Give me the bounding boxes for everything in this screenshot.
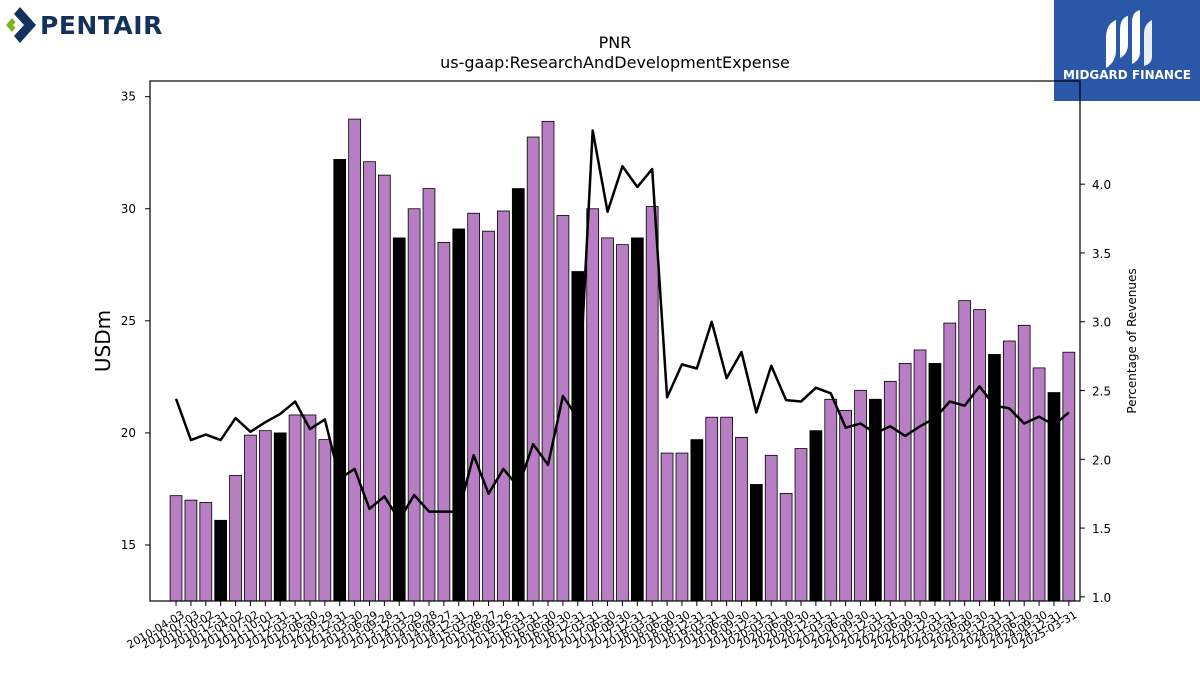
bar (482, 230, 495, 602)
bar (973, 309, 986, 602)
y2-tick-label: 3.0 (1092, 316, 1111, 330)
line-series (174, 129, 1070, 522)
bar (750, 484, 763, 602)
bar (988, 354, 1001, 602)
revenue-share-line (174, 129, 1070, 522)
bar (690, 439, 704, 602)
plot-frame (149, 80, 1081, 602)
bar (660, 452, 674, 602)
bar (363, 161, 376, 602)
pentair-logo: PENTAIR (4, 4, 163, 46)
y2-tick-label: 3.5 (1092, 247, 1111, 261)
bar (883, 380, 897, 602)
bar (1062, 351, 1076, 602)
bar (958, 300, 972, 602)
bar-series (169, 118, 1076, 602)
bar (839, 410, 852, 602)
pentair-wordmark: PENTAIR (40, 10, 163, 40)
bar (526, 136, 540, 602)
bar (1017, 324, 1031, 602)
bar (898, 363, 912, 602)
chart-title: PNR (599, 33, 632, 52)
bar (1032, 367, 1046, 602)
bar (288, 414, 302, 602)
bar (616, 244, 629, 602)
bar (407, 208, 421, 602)
y2-tick-label: 1.0 (1092, 591, 1111, 605)
bar (452, 228, 466, 602)
bar (1002, 340, 1016, 602)
chart-subtitle: us-gaap:ResearchAndDevelopmentExpense (440, 53, 790, 72)
bar (437, 241, 451, 602)
bar (318, 439, 332, 602)
y2-axis-label: Percentage of Revenues (1125, 268, 1139, 413)
y-tick-label: 25 (121, 314, 136, 328)
bar (422, 188, 436, 602)
bar (809, 430, 823, 602)
bar (794, 448, 808, 602)
y-tick-label: 35 (121, 90, 136, 104)
bar (675, 452, 689, 602)
bar (601, 237, 614, 602)
y-tick-label: 30 (121, 202, 136, 216)
bar (378, 174, 391, 602)
bar (630, 237, 644, 602)
bar (586, 208, 600, 602)
bar (184, 499, 198, 602)
bar (541, 120, 555, 602)
bar (333, 159, 347, 602)
bar (199, 501, 213, 602)
y2-tick-label: 2.5 (1092, 385, 1111, 399)
bar (928, 363, 942, 602)
bar (273, 432, 287, 602)
bar (854, 389, 867, 602)
axes: 15202530351.01.52.02.53.03.54.02010-04-0… (121, 80, 1111, 651)
bar (497, 210, 510, 602)
midgard-finance-logo: MIDGARD FINANCE (1054, 0, 1200, 101)
bar (943, 322, 957, 602)
y-tick-label: 20 (121, 426, 136, 440)
bar (511, 188, 525, 602)
y-axis-label: USDm (91, 310, 115, 372)
bar (720, 416, 733, 602)
y2-tick-label: 2.0 (1092, 453, 1111, 467)
bar (705, 416, 719, 602)
bar (645, 206, 659, 602)
y2-tick-label: 1.5 (1092, 522, 1111, 536)
bar (764, 454, 778, 602)
bar (258, 430, 272, 602)
bar (467, 212, 480, 602)
bar (735, 436, 748, 602)
bar (824, 398, 838, 602)
bar (303, 414, 317, 602)
midgard-emblem-icon (1106, 10, 1152, 68)
bar (913, 349, 927, 602)
bar (348, 118, 361, 602)
midgard-wordmark: MIDGARD FINANCE (1063, 68, 1191, 82)
bar (229, 475, 242, 602)
pentair-diamond-icon (6, 7, 36, 43)
bar (779, 493, 793, 602)
y-tick-label: 15 (121, 538, 136, 552)
bar (392, 237, 406, 602)
bar (556, 215, 570, 602)
y2-tick-label: 4.0 (1092, 178, 1111, 192)
bar (214, 519, 228, 602)
bar (244, 434, 257, 602)
bar (169, 495, 183, 602)
